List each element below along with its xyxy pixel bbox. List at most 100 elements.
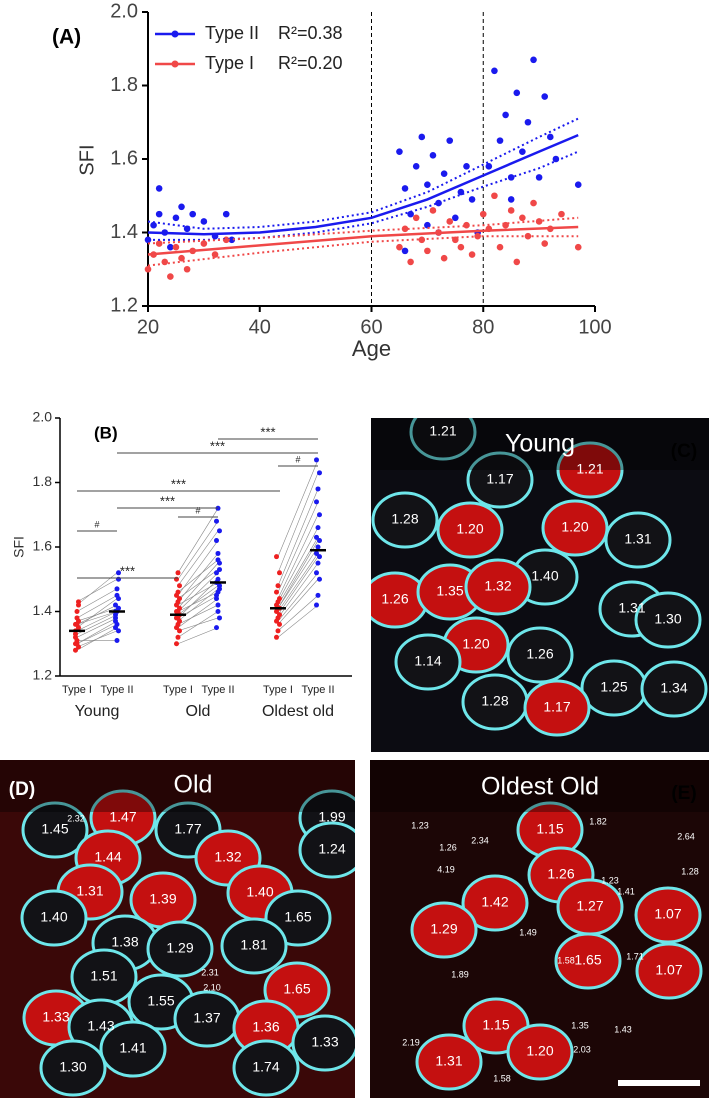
fiber-sfi-label: 1.23 bbox=[411, 820, 429, 830]
muscle-fiber bbox=[634, 886, 702, 944]
data-point bbox=[552, 155, 560, 163]
data-point bbox=[314, 499, 319, 505]
data-point bbox=[167, 273, 174, 280]
fiber-sfi-label: 1.43 bbox=[87, 1018, 114, 1034]
muscle-fiber bbox=[410, 901, 478, 959]
fiber-sfi-label: 1.29 bbox=[166, 940, 193, 956]
fiber-sfi-label: 1.17 bbox=[486, 471, 513, 487]
fiber-sfi-label: 1.99 bbox=[318, 809, 345, 825]
fiber-sfi-label: 1.28 bbox=[481, 693, 508, 709]
data-point bbox=[513, 258, 521, 266]
fiber-sfi-label: 1.20 bbox=[456, 521, 483, 537]
y-axis-label: SFI bbox=[11, 536, 27, 558]
data-point bbox=[535, 174, 543, 181]
muscle-fiber bbox=[506, 626, 574, 684]
fiber-sfi-label: 4.19 bbox=[437, 864, 455, 874]
data-point bbox=[177, 628, 182, 634]
y-tick-label: 1.8 bbox=[110, 74, 138, 96]
fiber-sfi-label: 1.41 bbox=[119, 1040, 146, 1056]
panel-label: (A) bbox=[52, 26, 81, 49]
data-point bbox=[507, 196, 515, 203]
significance-label: # bbox=[94, 519, 99, 529]
fiber-sfi-label: 2.31 bbox=[201, 967, 219, 977]
muscle-fiber bbox=[220, 917, 288, 975]
data-point bbox=[175, 634, 181, 640]
data-point bbox=[401, 247, 409, 255]
fiber-sfi-label: 2.03 bbox=[573, 1044, 591, 1054]
fiber-sfi-label: 1.51 bbox=[90, 968, 117, 984]
muscle-fiber bbox=[20, 889, 88, 947]
significance-label: *** bbox=[160, 493, 175, 508]
fiber-sfi-label: 1.40 bbox=[246, 884, 273, 900]
data-point bbox=[275, 628, 281, 634]
panel-label: (B) bbox=[94, 423, 118, 442]
confidence-lower bbox=[147, 235, 579, 267]
data-point bbox=[468, 251, 476, 258]
muscle-fiber bbox=[464, 558, 532, 616]
pair-line bbox=[76, 627, 118, 651]
data-point bbox=[215, 550, 221, 556]
fiber-sfi-label: 1.39 bbox=[149, 891, 176, 907]
fiber-sfi-label: 1.21 bbox=[429, 423, 456, 439]
muscle-fiber bbox=[291, 1014, 355, 1072]
data-point bbox=[74, 609, 80, 614]
data-point bbox=[274, 589, 279, 595]
pair-line bbox=[177, 627, 219, 645]
fiber-sfi-label: 1.35 bbox=[436, 583, 463, 599]
data-point bbox=[113, 618, 118, 624]
x-tick-label: 40 bbox=[249, 316, 271, 338]
data-point bbox=[315, 544, 321, 550]
fiber-sfi-label: 1.24 bbox=[318, 841, 345, 857]
data-point bbox=[215, 557, 221, 563]
y-tick-label: 1.4 bbox=[33, 602, 53, 618]
data-point bbox=[519, 214, 526, 222]
pair-line bbox=[177, 540, 219, 596]
data-point bbox=[214, 570, 219, 576]
data-point bbox=[113, 602, 118, 608]
muscle-fiber bbox=[436, 501, 504, 559]
data-point bbox=[177, 596, 182, 602]
pair-line bbox=[177, 579, 219, 619]
fiber-sfi-label: 1.33 bbox=[311, 1034, 338, 1050]
data-point bbox=[491, 192, 498, 200]
data-point bbox=[214, 538, 219, 544]
pair-line bbox=[277, 553, 319, 612]
muscle-fiber bbox=[604, 511, 672, 569]
fiber-sfi-label: 1.32 bbox=[484, 578, 511, 594]
data-point bbox=[189, 210, 196, 218]
data-point bbox=[274, 634, 279, 640]
fiber-sfi-label: 1.20 bbox=[526, 1043, 553, 1059]
data-point bbox=[424, 221, 431, 229]
micrograph: 1.21 1.17 1.21 1.28 1.20 1.20 1.31 1.40 1.26 1.35… bbox=[371, 418, 709, 752]
pair-line bbox=[277, 527, 319, 602]
fiber-sfi-label: 1.30 bbox=[654, 611, 681, 627]
scale-bar bbox=[618, 1080, 700, 1086]
fiber-sfi-label: 1.32 bbox=[214, 849, 241, 865]
data-point bbox=[315, 592, 321, 598]
data-point bbox=[496, 137, 504, 144]
data-point bbox=[452, 214, 459, 222]
panel-title: Old bbox=[174, 771, 213, 799]
fiber-sfi-label: 1.81 bbox=[240, 937, 267, 953]
muscle-fiber bbox=[146, 920, 214, 978]
pair-line bbox=[76, 611, 118, 625]
data-point bbox=[317, 470, 322, 476]
data-point bbox=[496, 243, 504, 251]
pair-line bbox=[277, 572, 319, 622]
data-point bbox=[113, 625, 118, 631]
data-point bbox=[175, 570, 181, 576]
data-point bbox=[178, 203, 185, 211]
data-point bbox=[215, 589, 221, 595]
fiber-sfi-label: 1.38 bbox=[111, 934, 138, 950]
legend-annotation: R²=0.38 bbox=[278, 23, 343, 43]
significance-label: *** bbox=[210, 438, 225, 453]
data-point bbox=[530, 199, 537, 207]
data-point bbox=[314, 602, 319, 608]
pair-line bbox=[277, 459, 319, 557]
confidence-upper bbox=[147, 117, 579, 230]
legend-label: Type I bbox=[205, 53, 254, 73]
muscle-fiber bbox=[21, 801, 89, 859]
data-point bbox=[178, 254, 185, 262]
data-point bbox=[317, 512, 322, 518]
